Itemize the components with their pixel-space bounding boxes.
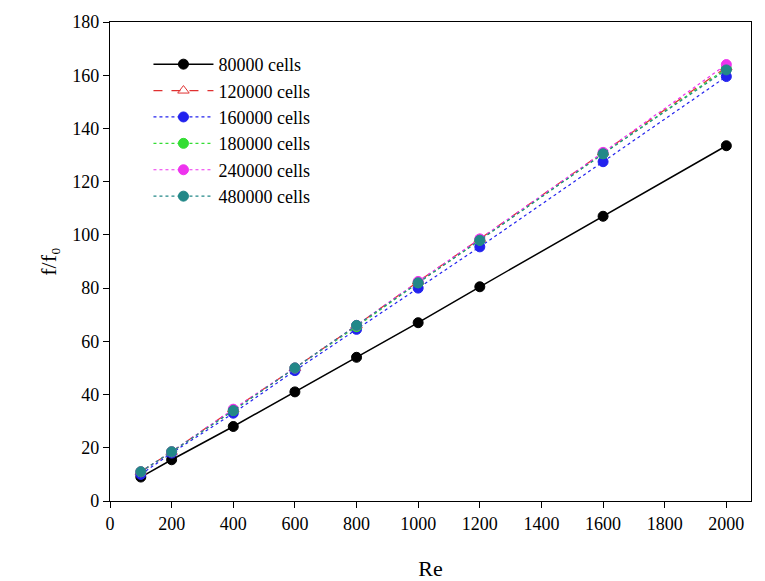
svg-text:140: 140 <box>72 119 99 139</box>
svg-text:Re: Re <box>418 556 442 581</box>
svg-text:f/f₀: f/f₀ <box>36 247 61 275</box>
svg-text:0: 0 <box>106 514 115 534</box>
svg-text:160000 cells: 160000 cells <box>218 108 310 128</box>
svg-text:1000: 1000 <box>400 514 436 534</box>
svg-text:480000 cells: 480000 cells <box>218 187 310 207</box>
svg-text:100: 100 <box>72 225 99 245</box>
svg-text:180: 180 <box>72 12 99 32</box>
svg-text:2000: 2000 <box>708 514 744 534</box>
svg-text:160: 160 <box>72 66 99 86</box>
svg-text:40: 40 <box>81 385 99 405</box>
svg-text:600: 600 <box>281 514 308 534</box>
svg-text:80: 80 <box>81 278 99 298</box>
svg-text:1200: 1200 <box>462 514 498 534</box>
svg-text:0: 0 <box>90 491 99 511</box>
svg-text:80000 cells: 80000 cells <box>218 55 301 75</box>
svg-text:120: 120 <box>72 172 99 192</box>
svg-text:120000 cells: 120000 cells <box>218 82 310 102</box>
svg-text:1400: 1400 <box>523 514 559 534</box>
svg-text:240000 cells: 240000 cells <box>218 161 310 181</box>
svg-text:1800: 1800 <box>647 514 683 534</box>
svg-text:1600: 1600 <box>585 514 621 534</box>
svg-text:800: 800 <box>343 514 370 534</box>
svg-text:20: 20 <box>81 438 99 458</box>
svg-text:180000 cells: 180000 cells <box>218 134 310 154</box>
svg-text:60: 60 <box>81 332 99 352</box>
svg-text:200: 200 <box>158 514 185 534</box>
svg-text:400: 400 <box>220 514 247 534</box>
